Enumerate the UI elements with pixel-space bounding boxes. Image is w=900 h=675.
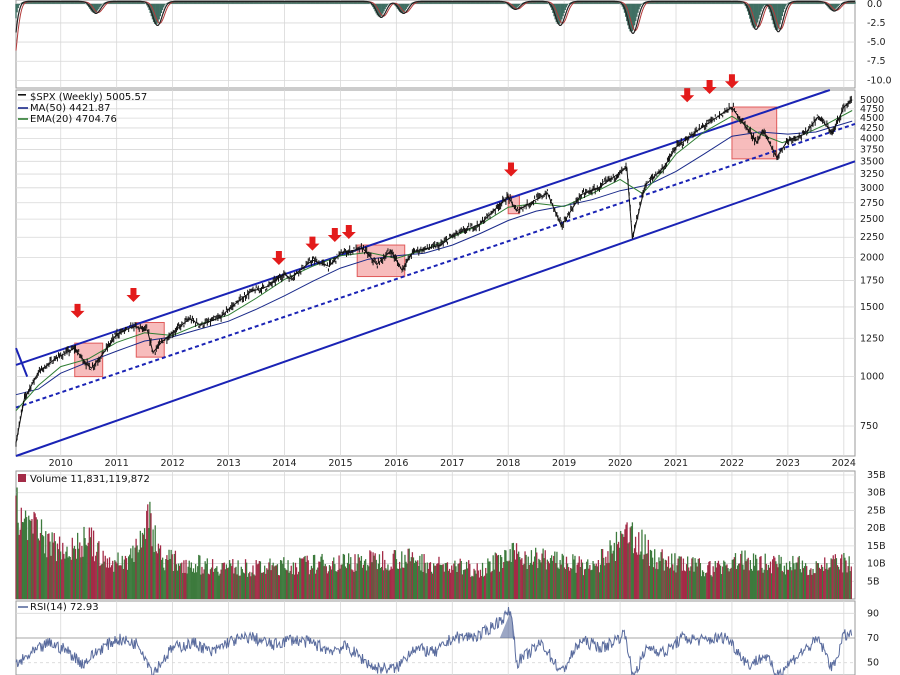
- down-arrow-marker: [327, 228, 342, 243]
- macd-y-tick-label: -7.5: [867, 56, 886, 67]
- channel-line-solid: [15, 160, 856, 457]
- price-chart-title: $SPX (Weekly) 5005.57: [30, 92, 147, 103]
- x-tick-label: 2017: [440, 458, 464, 469]
- x-tick-label: 2021: [664, 458, 688, 469]
- volume-title: Volume 11,831,119,872: [30, 474, 150, 485]
- price-y-tick-label: 750: [860, 421, 878, 432]
- price-line: [15, 99, 853, 443]
- channel-line-solid: [15, 347, 29, 377]
- macd-y-tick-label: -2.5: [867, 18, 886, 29]
- price-y-tick-label: 4500: [860, 113, 884, 124]
- x-tick-label: 2013: [216, 458, 240, 469]
- rsi-line: [15, 606, 853, 675]
- x-tick-label: 2015: [328, 458, 352, 469]
- price-y-tick-label: 4000: [860, 133, 884, 144]
- price-panel-frame: [15, 89, 856, 457]
- ma50-line: [15, 120, 853, 396]
- x-tick-label: 2010: [49, 458, 73, 469]
- rsi-y-tick-label: 90: [867, 608, 879, 619]
- price-y-tick-label: 3500: [860, 156, 884, 167]
- highlight-box: [74, 342, 104, 378]
- price-y-tick-label: 1250: [860, 333, 884, 344]
- volume-y-tick-label: 35B: [867, 470, 886, 481]
- down-arrow-marker: [680, 88, 695, 103]
- price-y-tick-label: 2250: [860, 232, 884, 243]
- x-tick-label: 2018: [496, 458, 520, 469]
- x-tick-label: 2014: [272, 458, 296, 469]
- rsi-title: RSI(14) 72.93: [30, 602, 99, 613]
- legend-entry: EMA(20) 4704.76: [30, 114, 117, 125]
- macd-y-tick-label: 0.0: [867, 0, 882, 10]
- price-y-tick-label: 3250: [860, 169, 884, 180]
- price-y-tick-label: 3750: [860, 144, 884, 155]
- x-tick-label: 2020: [608, 458, 632, 469]
- price-y-tick-label: 1500: [860, 302, 884, 313]
- x-tick-label: 2023: [776, 458, 800, 469]
- price-y-tick-label: 2500: [860, 214, 884, 225]
- macd-line: [15, 0, 855, 34]
- down-arrow-marker: [341, 224, 356, 239]
- price-y-tick-label: 4250: [860, 123, 884, 134]
- price-y-tick-label: 4750: [860, 104, 884, 115]
- volume-y-tick-label: 10B: [867, 559, 886, 570]
- rsi-y-tick-label: 50: [867, 658, 879, 669]
- x-tick-label: 2011: [105, 458, 129, 469]
- price-y-tick-label: 3000: [860, 183, 884, 194]
- price-y-tick-label: 2750: [860, 198, 884, 209]
- price-y-tick-label: 5000: [860, 95, 884, 106]
- legend-entry: MA(50) 4421.87: [30, 103, 111, 114]
- x-tick-label: 2019: [552, 458, 576, 469]
- volume-y-tick-label: 30B: [867, 488, 886, 499]
- down-arrow-marker: [126, 287, 141, 302]
- channel-line-dashed: [15, 122, 856, 409]
- price-y-tick-label: 1750: [860, 275, 884, 286]
- volume-y-tick-label: 20B: [867, 523, 886, 534]
- macd-y-tick-label: -10.0: [867, 75, 892, 86]
- price-legend-swatch: [18, 94, 26, 96]
- x-tick-label: 2012: [161, 458, 185, 469]
- price-y-tick-label: 2000: [860, 252, 884, 263]
- volume-legend-swatch: [18, 474, 26, 482]
- macd-y-tick-label: -5.0: [867, 37, 886, 48]
- down-arrow-marker: [702, 80, 717, 94]
- volume-y-tick-label: 25B: [867, 505, 886, 516]
- down-arrow-marker: [305, 236, 320, 251]
- price-y-tick-label: 1000: [860, 372, 884, 383]
- volume-y-tick-label: 15B: [867, 541, 886, 552]
- volume-y-tick-label: 5B: [867, 576, 880, 587]
- x-tick-label: 2022: [720, 458, 744, 469]
- down-arrow-marker: [70, 303, 85, 318]
- rsi-overbought-fill: [499, 610, 515, 638]
- down-arrow-marker: [271, 250, 286, 265]
- down-arrow-marker: [504, 162, 519, 177]
- down-arrow-marker: [724, 74, 739, 89]
- x-tick-label: 2016: [384, 458, 408, 469]
- x-tick-label: 2024: [832, 458, 856, 469]
- rsi-y-tick-label: 70: [867, 633, 879, 644]
